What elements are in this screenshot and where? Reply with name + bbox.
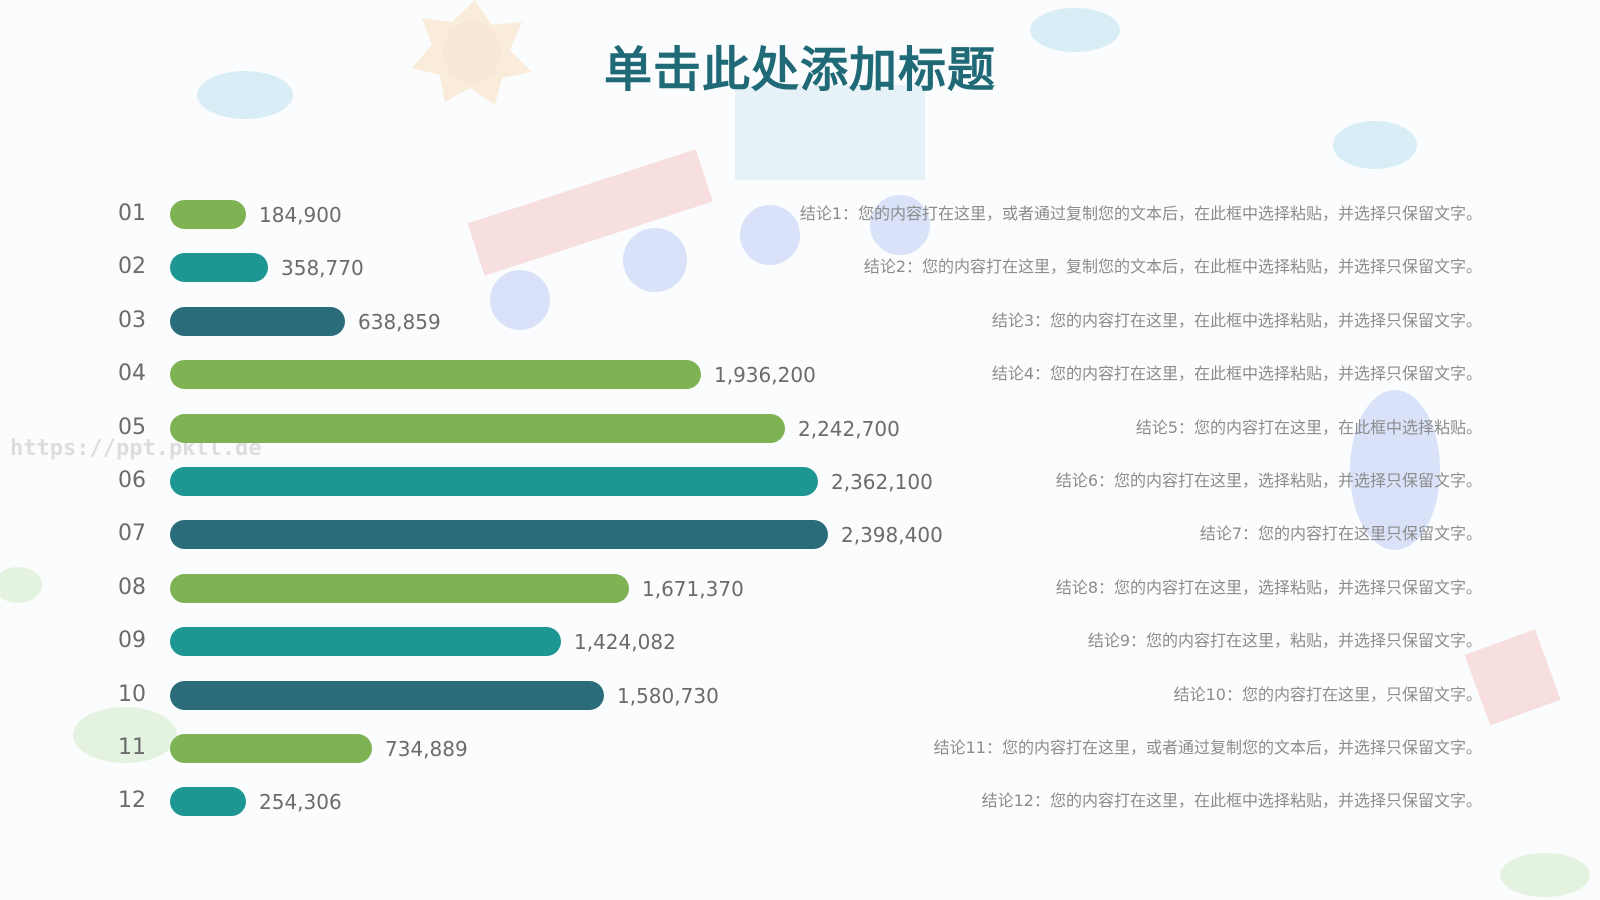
value-label: 638,859 <box>358 310 441 334</box>
bar <box>170 200 246 229</box>
conclusion-text: 结论2：您的内容打在这里，复制您的文本后，在此框中选择粘贴，并选择只保留文字。 <box>863 257 1482 276</box>
category-label: 08 <box>118 575 146 600</box>
leaf-decoration <box>73 707 177 763</box>
value-label: 184,900 <box>259 203 342 227</box>
value-label: 2,242,700 <box>798 417 900 441</box>
bar <box>170 627 561 656</box>
conclusion-text: 结论10：您的内容打在这里，只保留文字。 <box>1173 685 1482 704</box>
block-decoration <box>1464 629 1561 726</box>
conclusion-text: 结论4：您的内容打在这里，在此框中选择粘贴，并选择只保留文字。 <box>991 364 1482 383</box>
circle-decoration <box>623 228 687 292</box>
bar <box>170 253 268 282</box>
category-label: 11 <box>118 735 146 760</box>
value-label: 254,306 <box>259 790 342 814</box>
cloud-decoration <box>1030 8 1120 52</box>
block-decoration <box>467 149 713 276</box>
category-label: 04 <box>118 361 146 386</box>
value-label: 1,424,082 <box>574 630 676 654</box>
category-label: 01 <box>118 201 146 226</box>
category-label: 05 <box>118 415 146 440</box>
bar <box>170 414 785 443</box>
page-title: 单击此处添加标题 <box>603 42 996 98</box>
sun-decoration <box>412 0 532 105</box>
value-label: 1,671,370 <box>642 577 744 601</box>
conclusion-text: 结论6：您的内容打在这里，选择粘贴，并选择只保留文字。 <box>1055 471 1482 490</box>
conclusion-text: 结论7：您的内容打在这里只保留文字。 <box>1199 524 1482 543</box>
category-label: 02 <box>118 254 146 279</box>
category-label: 10 <box>118 682 146 707</box>
circle-decoration <box>740 205 800 265</box>
value-label: 2,362,100 <box>831 470 933 494</box>
value-label: 1,936,200 <box>714 363 816 387</box>
conclusion-text: 结论12：您的内容打在这里，在此框中选择粘贴，并选择只保留文字。 <box>981 791 1482 810</box>
cloud-decoration <box>1333 121 1417 169</box>
leaf-decoration <box>1500 853 1590 897</box>
category-label: 09 <box>118 628 146 653</box>
category-label: 03 <box>118 308 146 333</box>
value-label: 358,770 <box>281 256 364 280</box>
category-label: 06 <box>118 468 146 493</box>
bar <box>170 681 604 710</box>
shape-decoration <box>1350 390 1440 550</box>
circle-decoration <box>870 195 930 255</box>
cloud-decoration <box>197 71 293 119</box>
bar <box>170 467 818 496</box>
bar <box>170 360 701 389</box>
conclusion-text: 结论1：您的内容打在这里，或者通过复制您的文本后，在此框中选择粘贴，并选择只保留… <box>799 204 1482 223</box>
bar <box>170 307 345 336</box>
bar <box>170 574 629 603</box>
bar <box>170 520 828 549</box>
conclusion-text: 结论8：您的内容打在这里，选择粘贴，并选择只保留文字。 <box>1055 578 1482 597</box>
category-label: 12 <box>118 788 146 813</box>
bar <box>170 734 372 763</box>
value-label: 734,889 <box>385 737 468 761</box>
conclusion-text: 结论9：您的内容打在这里，粘贴，并选择只保留文字。 <box>1087 631 1482 650</box>
conclusion-text: 结论11：您的内容打在这里，或者通过复制您的文本后，并选择只保留文字。 <box>933 738 1482 757</box>
conclusion-text: 结论3：您的内容打在这里，在此框中选择粘贴，并选择只保留文字。 <box>991 311 1482 330</box>
category-label: 07 <box>118 521 146 546</box>
leaf-decoration <box>0 567 42 603</box>
block-decoration <box>735 85 925 180</box>
bar <box>170 787 246 816</box>
circle-decoration <box>490 270 550 330</box>
value-label: 1,580,730 <box>617 684 719 708</box>
value-label: 2,398,400 <box>841 523 943 547</box>
conclusion-text: 结论5：您的内容打在这里，在此框中选择粘贴。 <box>1135 418 1482 437</box>
